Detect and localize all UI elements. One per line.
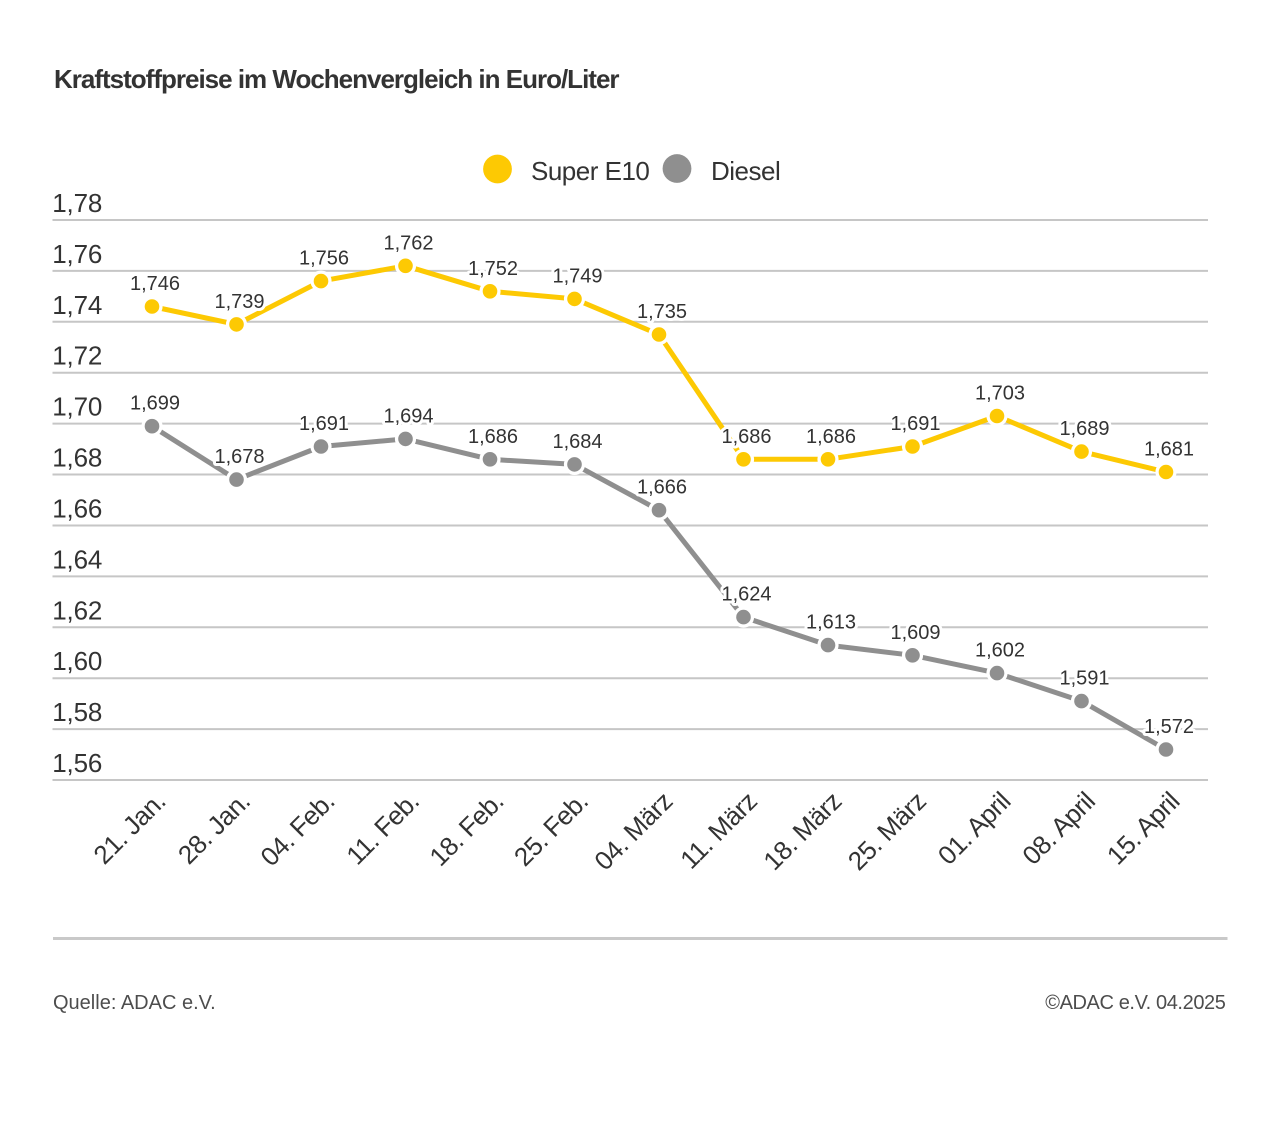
svg-text:1,68: 1,68: [52, 443, 102, 473]
svg-text:1,686: 1,686: [721, 426, 771, 448]
svg-text:1,666: 1,666: [637, 477, 687, 499]
svg-text:1,78: 1,78: [52, 188, 102, 218]
svg-text:1,74: 1,74: [52, 290, 102, 320]
svg-text:1,752: 1,752: [468, 258, 518, 280]
svg-text:1,62: 1,62: [52, 595, 102, 625]
svg-text:1,762: 1,762: [383, 232, 433, 254]
svg-text:1,572: 1,572: [1144, 716, 1194, 738]
svg-text:1,735: 1,735: [637, 301, 687, 323]
svg-text:1,602: 1,602: [975, 640, 1025, 662]
svg-text:1,681: 1,681: [1144, 439, 1194, 461]
svg-text:1,694: 1,694: [383, 405, 433, 427]
svg-text:1,689: 1,689: [1059, 418, 1109, 440]
svg-text:1,624: 1,624: [721, 584, 771, 606]
svg-text:1,746: 1,746: [130, 273, 180, 295]
svg-text:1,684: 1,684: [552, 431, 602, 453]
svg-text:1,749: 1,749: [552, 265, 602, 287]
svg-text:1,64: 1,64: [52, 544, 102, 574]
svg-text:1,686: 1,686: [806, 426, 856, 448]
svg-text:1,686: 1,686: [468, 426, 518, 448]
svg-text:1,609: 1,609: [890, 622, 940, 644]
svg-text:Super E10: Super E10: [531, 156, 649, 186]
svg-text:1,591: 1,591: [1059, 668, 1109, 690]
svg-text:1,703: 1,703: [975, 383, 1025, 405]
svg-text:1,756: 1,756: [299, 248, 349, 270]
svg-text:1,60: 1,60: [52, 646, 102, 676]
svg-text:©ADAC e.V. 04.2025: ©ADAC e.V. 04.2025: [1045, 992, 1226, 1014]
svg-text:1,70: 1,70: [52, 392, 102, 422]
svg-text:1,58: 1,58: [52, 697, 102, 727]
svg-text:1,739: 1,739: [214, 291, 264, 313]
svg-text:Kraftstoffpreise im Wochenverg: Kraftstoffpreise im Wochenvergleich in E…: [54, 64, 619, 94]
svg-text:1,678: 1,678: [214, 446, 264, 468]
svg-text:Quelle: ADAC e.V.: Quelle: ADAC e.V.: [53, 992, 216, 1014]
svg-text:1,691: 1,691: [890, 413, 940, 435]
svg-text:1,691: 1,691: [299, 413, 349, 435]
svg-text:1,72: 1,72: [52, 341, 102, 371]
svg-text:1,76: 1,76: [52, 239, 102, 269]
svg-text:1,613: 1,613: [806, 612, 856, 634]
svg-text:Diesel: Diesel: [711, 156, 780, 186]
svg-text:1,699: 1,699: [130, 393, 180, 415]
svg-text:1,56: 1,56: [52, 748, 102, 778]
svg-text:1,66: 1,66: [52, 494, 102, 524]
